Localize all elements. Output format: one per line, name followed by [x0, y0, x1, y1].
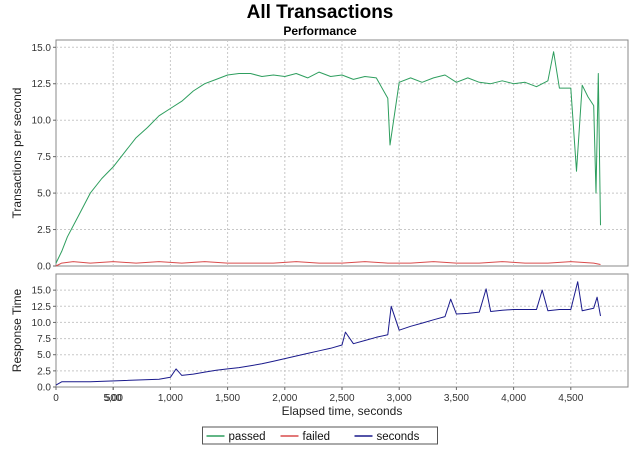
y-tick-label: 5.0 [37, 350, 51, 361]
x-tick-label: 4,500 [558, 393, 583, 404]
x-tick-label: 5,00 [103, 393, 123, 404]
y-tick-label: 0.0 [37, 262, 51, 273]
legend-label-passed: passed [229, 431, 266, 443]
x-tick-label: 0 [53, 393, 59, 404]
y-tick-label: 10.0 [32, 318, 52, 329]
series-line-seconds [55, 281, 601, 386]
x-tick-label: 3,500 [444, 393, 469, 404]
legend-box [202, 426, 438, 445]
y-axis-label: Transactions per second [10, 88, 24, 219]
x-axis-label: Elapsed time, seconds [282, 404, 403, 418]
series-line-passed [55, 51, 601, 264]
x-tick-label: 500 [105, 393, 122, 404]
y-axis-label: Response Time [10, 288, 24, 372]
legend-label-failed: failed [303, 431, 331, 443]
legend-label-seconds: seconds [377, 431, 420, 443]
x-tick-label: 1,000 [158, 393, 183, 404]
y-tick-label: 5.0 [37, 189, 51, 200]
y-tick-label: 12.5 [32, 79, 52, 90]
y-tick-label: 7.5 [37, 152, 51, 163]
x-tick-label: 2,500 [329, 393, 354, 404]
x-tick-label: 4,000 [501, 393, 526, 404]
chart-title: All Transactions [246, 2, 394, 23]
y-tick-label: 15.0 [32, 286, 52, 297]
y-tick-label: 10.0 [32, 116, 52, 127]
y-tick-label: 2.5 [37, 225, 51, 236]
y-tick-label: 12.5 [32, 302, 52, 313]
series-line-failed [55, 261, 601, 267]
x-tick-label: 2,000 [272, 393, 297, 404]
chart-subtitle: Performance [283, 24, 357, 38]
x-tick-label: 3,000 [387, 393, 412, 404]
x-tick-label: 1,500 [215, 393, 240, 404]
y-tick-label: 15.0 [32, 43, 52, 54]
y-tick-label: 2.5 [37, 366, 51, 377]
y-tick-label: 7.5 [37, 334, 51, 345]
y-tick-label: 0.0 [37, 383, 51, 394]
